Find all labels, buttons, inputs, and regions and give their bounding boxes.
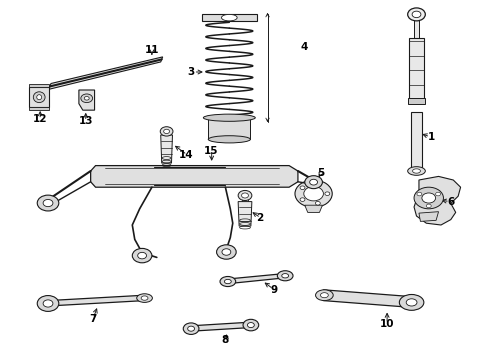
Ellipse shape bbox=[160, 127, 173, 136]
Text: 12: 12 bbox=[33, 114, 48, 124]
Ellipse shape bbox=[300, 198, 305, 201]
Ellipse shape bbox=[399, 294, 424, 310]
Ellipse shape bbox=[305, 176, 322, 189]
Ellipse shape bbox=[37, 195, 59, 211]
Text: 15: 15 bbox=[203, 146, 218, 156]
Ellipse shape bbox=[224, 279, 231, 284]
Polygon shape bbox=[202, 14, 257, 21]
Ellipse shape bbox=[282, 274, 289, 278]
Ellipse shape bbox=[417, 192, 422, 196]
Ellipse shape bbox=[203, 114, 255, 121]
Polygon shape bbox=[305, 205, 322, 212]
Text: 3: 3 bbox=[188, 67, 195, 77]
Ellipse shape bbox=[37, 95, 42, 100]
Ellipse shape bbox=[43, 199, 53, 207]
Text: 10: 10 bbox=[380, 319, 394, 329]
Ellipse shape bbox=[81, 94, 93, 103]
Polygon shape bbox=[91, 166, 298, 187]
Ellipse shape bbox=[412, 11, 421, 18]
Polygon shape bbox=[161, 135, 172, 163]
Ellipse shape bbox=[316, 182, 320, 186]
Text: 1: 1 bbox=[428, 132, 435, 142]
Ellipse shape bbox=[304, 186, 323, 201]
Ellipse shape bbox=[426, 204, 431, 208]
Ellipse shape bbox=[242, 193, 248, 198]
Ellipse shape bbox=[247, 323, 254, 328]
Polygon shape bbox=[323, 290, 419, 308]
Bar bbox=[411, 112, 422, 169]
Bar bbox=[408, 98, 425, 104]
Ellipse shape bbox=[277, 271, 293, 281]
Text: 8: 8 bbox=[222, 335, 229, 345]
Ellipse shape bbox=[222, 249, 231, 255]
Ellipse shape bbox=[310, 179, 318, 185]
Ellipse shape bbox=[320, 293, 328, 298]
Polygon shape bbox=[228, 274, 284, 284]
Polygon shape bbox=[238, 202, 252, 226]
Ellipse shape bbox=[408, 167, 425, 175]
Text: 4: 4 bbox=[300, 42, 308, 52]
Ellipse shape bbox=[188, 326, 195, 331]
Ellipse shape bbox=[316, 202, 320, 205]
Ellipse shape bbox=[141, 296, 148, 300]
Ellipse shape bbox=[43, 300, 53, 307]
Text: 7: 7 bbox=[89, 314, 97, 324]
Ellipse shape bbox=[295, 180, 332, 207]
Ellipse shape bbox=[413, 169, 420, 173]
Ellipse shape bbox=[422, 193, 436, 203]
Text: 5: 5 bbox=[318, 168, 324, 178]
Ellipse shape bbox=[132, 248, 152, 263]
Ellipse shape bbox=[37, 296, 59, 311]
Text: 13: 13 bbox=[78, 116, 93, 126]
Text: 9: 9 bbox=[271, 285, 278, 295]
Ellipse shape bbox=[406, 299, 417, 306]
Ellipse shape bbox=[408, 8, 425, 21]
Ellipse shape bbox=[137, 294, 152, 302]
Ellipse shape bbox=[221, 14, 237, 21]
Polygon shape bbox=[191, 322, 250, 331]
Text: 14: 14 bbox=[179, 150, 194, 160]
Text: 6: 6 bbox=[447, 197, 454, 207]
Ellipse shape bbox=[164, 129, 170, 134]
Ellipse shape bbox=[300, 186, 305, 190]
Ellipse shape bbox=[243, 319, 259, 331]
Ellipse shape bbox=[217, 245, 236, 259]
Polygon shape bbox=[48, 295, 145, 306]
Ellipse shape bbox=[325, 192, 330, 195]
Bar bbox=[409, 38, 424, 99]
Ellipse shape bbox=[238, 190, 252, 201]
Bar bbox=[208, 118, 250, 139]
Ellipse shape bbox=[208, 136, 250, 143]
Polygon shape bbox=[29, 107, 49, 110]
Ellipse shape bbox=[183, 323, 199, 334]
Text: 2: 2 bbox=[256, 213, 263, 223]
Polygon shape bbox=[49, 57, 163, 89]
Ellipse shape bbox=[33, 92, 45, 103]
Polygon shape bbox=[29, 84, 49, 87]
Ellipse shape bbox=[220, 276, 236, 287]
Ellipse shape bbox=[138, 252, 147, 259]
Bar bbox=[242, 195, 248, 202]
Bar bbox=[414, 14, 419, 38]
Polygon shape bbox=[29, 87, 49, 107]
Polygon shape bbox=[419, 212, 439, 221]
Ellipse shape bbox=[436, 192, 441, 196]
Polygon shape bbox=[79, 90, 95, 110]
Polygon shape bbox=[414, 176, 461, 225]
Text: 11: 11 bbox=[145, 45, 159, 55]
Ellipse shape bbox=[414, 187, 443, 209]
Ellipse shape bbox=[84, 96, 89, 100]
Ellipse shape bbox=[316, 290, 333, 301]
